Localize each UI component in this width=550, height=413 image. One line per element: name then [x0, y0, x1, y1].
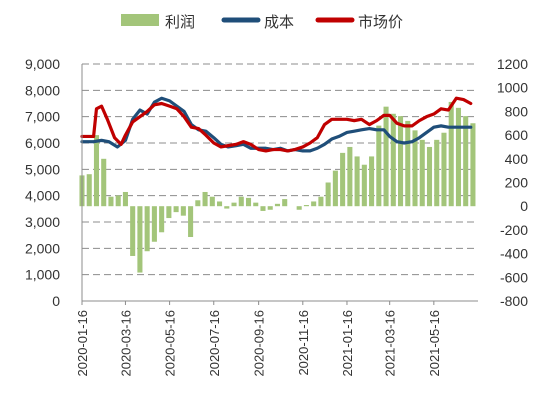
- left-axis-tick-label: 6,000: [25, 135, 60, 151]
- left-axis-tick-label: 0: [52, 293, 60, 309]
- profit-bar: [130, 206, 136, 256]
- legend-swatch-bar: [121, 14, 159, 26]
- profit-bar: [296, 206, 302, 210]
- profit-bar: [303, 205, 309, 207]
- profit-bar: [166, 206, 172, 219]
- legend-label: 成本: [264, 13, 294, 31]
- profit-bar: [332, 170, 338, 207]
- left-axis-tick-label: 5,000: [25, 161, 60, 177]
- right-axis-tick-label: 1200: [497, 56, 528, 72]
- profit-bar: [101, 158, 107, 207]
- profit-bar: [426, 146, 433, 207]
- profit-bar: [376, 125, 382, 207]
- profit-bar: [137, 206, 143, 273]
- left-axis-tick-label: 9,000: [25, 56, 60, 72]
- profit-bar: [86, 174, 92, 207]
- right-axis-tick-label: -400: [500, 246, 528, 262]
- profit-bar: [238, 196, 244, 207]
- right-axis-tick-label: 1000: [497, 80, 528, 96]
- profit-bar: [398, 116, 404, 207]
- right-axis-tick-label: 400: [505, 151, 529, 167]
- profit-bar: [369, 156, 375, 207]
- profit-bars: [79, 101, 476, 273]
- axes: 0 1,000 2,000 3,000 4,000 5,000 6,000 7,000 8,00…: [25, 56, 528, 377]
- profit-bar: [347, 146, 353, 207]
- profit-bar: [173, 206, 179, 213]
- x-axis-tick-label: 2021-03-16: [383, 310, 398, 377]
- profit-bar: [318, 196, 324, 207]
- profit-bar: [180, 206, 186, 216]
- legend: 利润 成本 市场价: [121, 13, 403, 31]
- x-axis-tick-label: 2020-03-16: [118, 310, 133, 377]
- profit-bar: [188, 206, 194, 238]
- x-axis-tick-label: 2020-07-16: [207, 310, 222, 377]
- left-axis-tick-label: 7,000: [25, 109, 60, 125]
- profit-bar: [151, 206, 157, 242]
- profit-bar: [434, 139, 440, 207]
- profit-bar: [354, 156, 360, 207]
- series-line-market-price: [80, 96, 473, 153]
- right-axis-tick-label: -600: [500, 269, 528, 285]
- profit-bar: [340, 152, 346, 207]
- profit-bar: [217, 201, 223, 207]
- profit-bar: [405, 120, 411, 207]
- profit-bar: [93, 135, 100, 207]
- profit-bar: [448, 101, 454, 207]
- profit-bar: [267, 206, 273, 210]
- legend-label: 利润: [165, 13, 195, 31]
- right-axis-tick-label: -800: [500, 293, 528, 309]
- left-axis-tick-label: 4,000: [25, 188, 60, 204]
- profit-bar: [455, 107, 461, 207]
- x-axis-tick-label: 2021-05-16: [427, 310, 442, 377]
- profit-bar: [159, 206, 165, 233]
- profit-bar: [274, 203, 280, 207]
- profit-bar: [209, 196, 215, 207]
- right-axis-tick-label: 200: [505, 175, 529, 191]
- profit-bar: [282, 199, 288, 207]
- profit-bar: [231, 202, 237, 207]
- x-axis-tick-label: 2020-11-16: [296, 310, 311, 376]
- profit-bar: [361, 164, 367, 207]
- profit-bar: [463, 116, 469, 207]
- profit-bar: [115, 195, 121, 207]
- profit-bar: [253, 202, 259, 207]
- x-axis-tick-label: 2020-05-16: [163, 310, 178, 377]
- profit-bar: [419, 139, 425, 207]
- profit-bar: [108, 196, 114, 207]
- profit-bar: [144, 206, 150, 252]
- profit-bar: [245, 197, 252, 207]
- profit-bar: [470, 123, 476, 207]
- right-axis-tick-label: -200: [500, 222, 528, 238]
- legend-label: 市场价: [358, 13, 403, 31]
- left-axis-tick-label: 8,000: [25, 82, 60, 98]
- profit-bar: [311, 201, 317, 207]
- right-axis-tick-label: 0: [520, 198, 528, 214]
- left-axis-tick-label: 1,000: [25, 267, 60, 283]
- left-axis-tick-label: 3,000: [25, 214, 60, 230]
- right-axis-tick-label: 600: [505, 127, 529, 143]
- profit-bar: [195, 200, 201, 207]
- x-axis-tick-label: 2021-01-16: [340, 310, 355, 377]
- profit-bar: [441, 132, 447, 207]
- profit-bar: [202, 191, 208, 207]
- profit-bar: [390, 113, 396, 207]
- profit-bar: [383, 106, 389, 207]
- profit-bar: [412, 130, 418, 207]
- x-axis-tick-label: 2020-09-16: [252, 310, 267, 377]
- profit-bar: [260, 206, 266, 211]
- left-axis-tick-label: 2,000: [25, 240, 60, 256]
- profit-bar: [122, 191, 128, 207]
- right-axis-tick-label: 800: [505, 103, 529, 119]
- profit-bar: [325, 182, 331, 207]
- x-axis-tick-label: 2020-01-16: [75, 310, 90, 377]
- series-lines: [80, 96, 473, 153]
- profit-bar: [224, 206, 230, 209]
